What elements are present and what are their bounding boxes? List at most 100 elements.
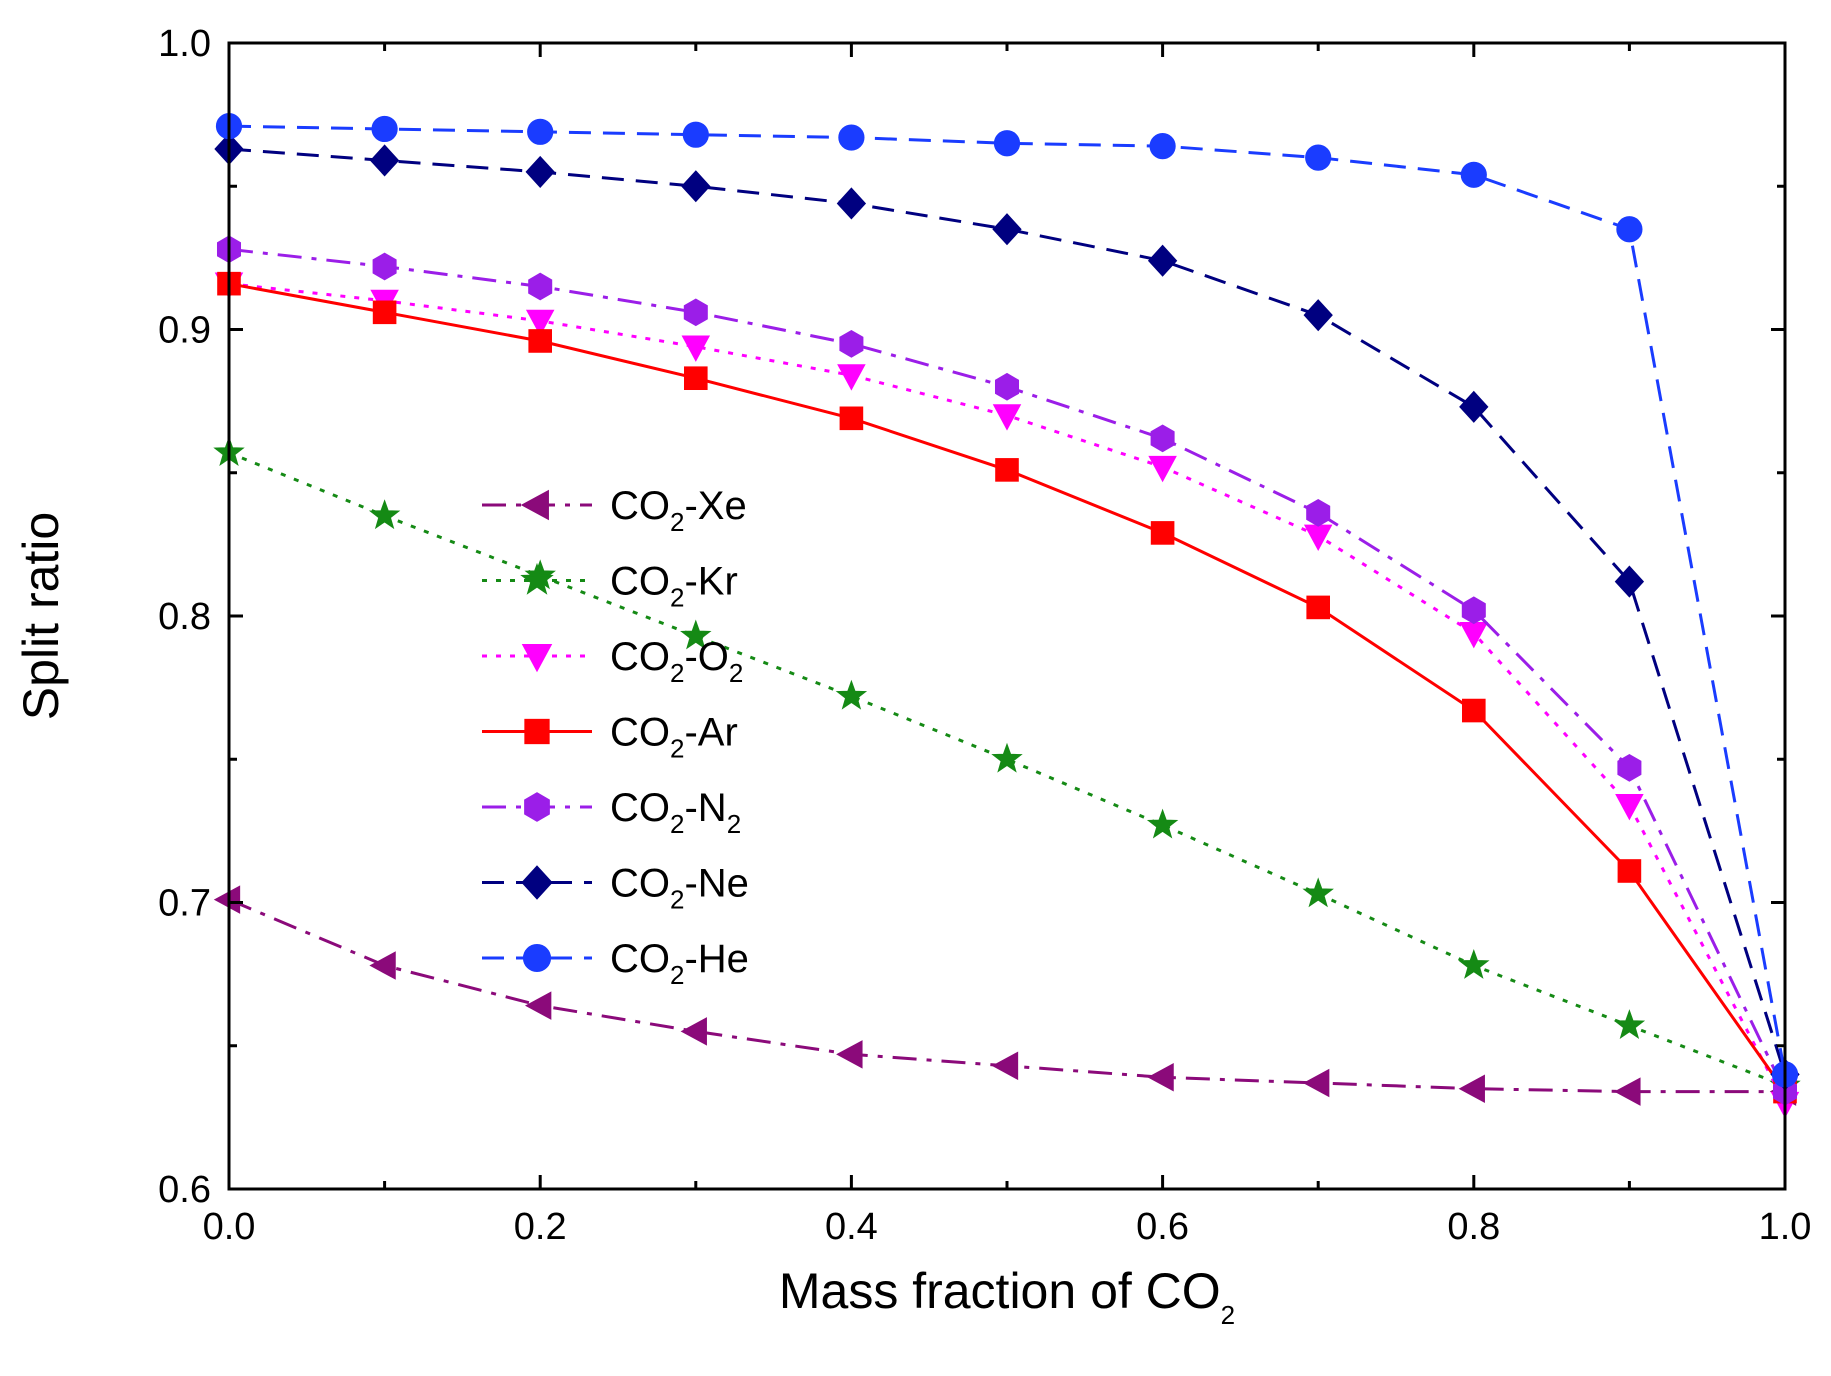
data-point: [1148, 455, 1177, 483]
data-point: [1146, 808, 1179, 839]
data-point: [836, 1040, 863, 1069]
data-point: [1615, 793, 1644, 821]
data-point: [372, 300, 397, 325]
data-point: [838, 124, 865, 151]
legend-label: CO2-Ne: [610, 862, 749, 915]
legend-label: CO2-He: [610, 937, 749, 990]
data-point: [680, 1017, 707, 1046]
data-point: [683, 298, 708, 327]
data-point: [528, 272, 553, 301]
data-point: [1302, 1068, 1330, 1098]
x-tick-label: 0.6: [1136, 1206, 1189, 1248]
data-point: [527, 118, 554, 145]
data-point: [995, 458, 1019, 482]
data-point: [1147, 244, 1178, 277]
legend-marker: [520, 489, 549, 521]
legend-marker: [521, 644, 553, 673]
data-point: [680, 619, 712, 650]
legend-label: CO2-Ar: [610, 711, 738, 764]
data-point: [681, 335, 711, 362]
y-tick-label: 0.7: [158, 883, 211, 925]
legend: CO2-Xe CO2-Kr CO2-O2 CO2-Ar CO2-N2 CO2-Ne CO2-…: [482, 484, 749, 990]
legend-marker: [524, 718, 550, 745]
data-point: [1150, 424, 1175, 453]
legend-label: CO2-O2: [610, 635, 743, 688]
data-point: [1459, 390, 1489, 423]
data-point: [369, 144, 400, 177]
data-point: [525, 155, 555, 188]
data-point: [1613, 1009, 1646, 1040]
data-point: [524, 991, 552, 1020]
data-point: [992, 213, 1022, 246]
data-point: [1150, 521, 1175, 545]
x-tick-label: 0.8: [1447, 1206, 1500, 1248]
data-point: [994, 372, 1020, 401]
y-tick-label: 0.9: [158, 310, 211, 352]
data-point: [993, 130, 1021, 157]
legend-item: CO2-Xe: [482, 484, 747, 537]
data-point: [1462, 698, 1486, 723]
data-point: [682, 121, 709, 148]
data-point: [1458, 1074, 1485, 1103]
x-tick-label: 1.0: [1759, 1206, 1812, 1248]
legend-item: CO2-O2: [482, 635, 743, 688]
legend-label: CO2-Kr: [610, 560, 738, 613]
data-point: [1617, 753, 1642, 782]
legend-item: CO2-N2: [482, 786, 741, 839]
data-point: [1461, 596, 1486, 625]
legend-item: CO2-Kr: [482, 560, 738, 613]
data-point: [1617, 859, 1642, 883]
x-axis-title-subscript: 2: [1221, 1300, 1235, 1330]
data-point: [1614, 565, 1645, 598]
legend-label: CO2-N2: [610, 786, 741, 839]
series-co2-he: [215, 112, 1799, 1088]
ticks-layer: 0.0 0.2 0.4 0.6 0.8 1.0 0.6 0.7 0.8 0.9 1.0: [158, 23, 1811, 1248]
data-point: [839, 406, 864, 431]
data-point: [836, 187, 867, 220]
data-point: [371, 115, 398, 143]
data-point: [1303, 299, 1333, 332]
data-point: [1305, 144, 1332, 171]
data-point: [1458, 949, 1490, 979]
data-point: [684, 366, 708, 391]
x-tick-label: 0.4: [825, 1206, 878, 1248]
legend-item: CO2-He: [482, 937, 749, 990]
x-tick-label: 0.0: [203, 1206, 256, 1248]
y-tick-label: 0.8: [158, 596, 211, 638]
legend-label: CO2-Xe: [610, 484, 747, 537]
data-point: [1147, 1063, 1174, 1092]
y-tick-label: 1.0: [158, 23, 211, 65]
data-point: [991, 1051, 1019, 1081]
y-tick-label: 0.6: [158, 1169, 211, 1211]
data-point: [1306, 498, 1331, 527]
data-point: [1302, 877, 1334, 908]
series-line: [228, 124, 1787, 1075]
data-point: [991, 742, 1023, 773]
data-point: [1460, 161, 1487, 188]
data-point: [1149, 133, 1176, 160]
y-axis-title: Split ratio: [13, 512, 69, 720]
data-point: [837, 364, 866, 391]
series-co2-n2: [216, 235, 1798, 1106]
x-tick-label: 0.2: [514, 1206, 567, 1248]
legend-marker: [520, 562, 554, 595]
data-point: [835, 679, 868, 710]
data-point: [1306, 595, 1331, 620]
data-point: [1614, 1077, 1641, 1106]
data-point: [369, 951, 396, 980]
x-axis-title-main: Mass fraction of CO: [779, 1263, 1221, 1319]
data-point: [372, 252, 397, 281]
x-axis-title: Mass fraction of CO2: [779, 1263, 1235, 1330]
legend-marker: [521, 865, 553, 900]
data-point: [368, 499, 401, 530]
series-line: [228, 451, 1786, 1088]
legend-marker: [522, 943, 552, 973]
legend-item: CO2-Ne: [482, 862, 749, 915]
data-point: [681, 170, 711, 203]
series-co2-xe: [213, 885, 1797, 1106]
data-point: [1616, 216, 1643, 243]
data-point: [528, 329, 553, 353]
legend-marker: [524, 792, 550, 822]
